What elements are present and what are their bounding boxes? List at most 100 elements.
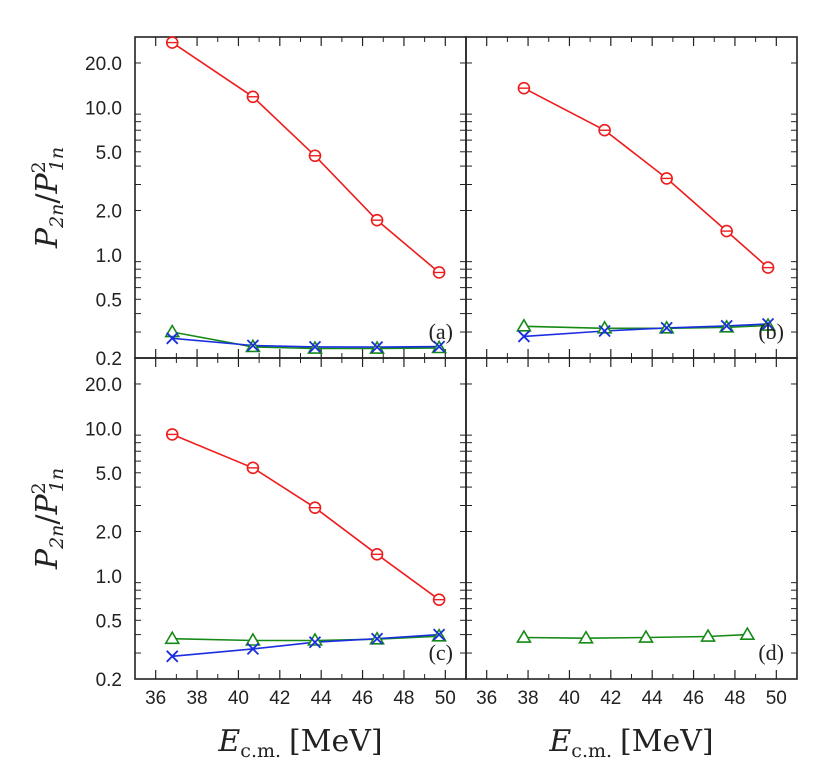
data-point-cross (246, 339, 260, 352)
x-tick-label: 38 (186, 688, 207, 709)
data-series (164, 36, 776, 663)
cross-stroke (761, 317, 775, 331)
x-tick-label: 44 (642, 688, 664, 709)
y-axis-denominator-superscript: 2 (28, 161, 50, 173)
data-point-cross (246, 642, 260, 656)
y-tick-label: 0.5 (96, 611, 122, 632)
y-axis-denominator-subscript: 1n (46, 147, 68, 171)
data-point-triangle (516, 629, 532, 643)
x-tick-label: 48 (724, 688, 745, 709)
data-point-cross (761, 317, 775, 331)
y-tick-label: 2.0 (96, 201, 122, 222)
data-point-circle (246, 90, 260, 104)
y-axis-denominator: P (30, 172, 65, 194)
y-tick-label: 1.0 (96, 246, 122, 267)
x-tick-label: 36 (145, 688, 166, 709)
x-tick-label: 46 (683, 688, 704, 709)
x-tick-label: 40 (559, 688, 580, 709)
data-point-cross (166, 650, 179, 663)
cross-stroke (246, 339, 260, 352)
cross-stroke (432, 340, 446, 353)
data-point-circle (308, 501, 322, 514)
cross-stroke (517, 330, 531, 343)
panel-frame (134, 36, 467, 359)
x-axis-subscript: c.m. (571, 740, 612, 762)
y-axis-numerator: P (30, 548, 65, 570)
data-point-circle (308, 149, 322, 163)
data-point-circle (370, 548, 384, 561)
data-point-cross (432, 628, 446, 641)
x-axis-subscript: c.m. (240, 740, 281, 762)
data-point-circle (761, 261, 775, 274)
y-axis-numerator-subscript: 2n (46, 525, 68, 550)
y-tick-label: 10.0 (85, 98, 122, 119)
y-tick-label: 20.0 (85, 54, 122, 75)
cross-stroke (432, 628, 446, 641)
x-tick-label: 42 (600, 688, 621, 709)
cross-stroke (308, 340, 322, 353)
y-axis-title: P2n/P21n (28, 468, 68, 570)
x-axis-symbol: E (548, 724, 571, 759)
data-point-cross (308, 340, 322, 353)
x-axis-unit: [MeV] (620, 724, 714, 759)
y-axis-denominator-subscript: 1n (46, 468, 68, 492)
x-tick-label: 42 (269, 688, 290, 709)
y-axis-denominator-superscript: 2 (28, 482, 50, 494)
data-point-cross (308, 636, 322, 649)
series-line-blue (172, 633, 440, 658)
y-tick-label: 2.0 (96, 522, 122, 543)
data-point-triangle (245, 632, 261, 646)
y-tick-label: 0.2 (96, 670, 122, 691)
cross-stroke (598, 324, 611, 338)
x-tick-label: 38 (517, 688, 538, 709)
data-point-cross (370, 340, 384, 354)
series-line-red (171, 41, 440, 274)
y-tick-label: 0.2 (96, 349, 122, 370)
cross-stroke (166, 332, 179, 345)
y-axis-numerator: P (30, 227, 65, 249)
y-tick-label: 20.0 (85, 375, 122, 396)
y-axis-numerator-subscript: 2n (46, 204, 68, 229)
y-axis-denominator: P (30, 493, 65, 515)
cross-stroke (370, 340, 384, 354)
x-axis-unit: [MeV] (289, 724, 383, 759)
cross-stroke (308, 636, 322, 649)
data-point-circle (432, 593, 446, 606)
panel-label: (a) (429, 319, 453, 344)
y-tick-label: 1.0 (96, 567, 122, 588)
data-point-cross (370, 632, 384, 645)
data-point-triangle (516, 318, 532, 332)
data-point-cross (166, 332, 179, 345)
data-point-circle (246, 461, 260, 475)
data-point-triangle (578, 630, 594, 644)
x-tick-label: 48 (393, 688, 414, 709)
data-point-triangle (700, 628, 716, 642)
data-point-triangle (164, 630, 181, 645)
x-axis-title: Ec.m. [MeV] (548, 724, 713, 762)
data-point-cross (517, 330, 531, 343)
x-tick-label: 44 (311, 688, 333, 709)
panel-label: (b) (758, 319, 784, 344)
x-axis-symbol: E (217, 724, 240, 759)
x-tick-label: 36 (476, 688, 497, 709)
data-point-cross (432, 340, 446, 353)
y-axis-title: P2n/P21n (28, 147, 68, 249)
x-axis-title: Ec.m. [MeV] (217, 724, 382, 762)
panel-label: (c) (429, 640, 453, 665)
x-tick-label: 50 (766, 688, 787, 709)
series-line-red (523, 87, 769, 269)
tick-labels: (a) (b) (c) (d) 0.2 0.5 1.0 2.0 5.0 10.0 20.0 0.2 0.… (85, 54, 787, 709)
axis-titles: Ec.m. [MeV] Ec.m. [MeV] P2n/P21n P2n/P21n (28, 147, 714, 762)
data-point-cross (720, 319, 733, 333)
cross-stroke (166, 650, 179, 663)
series-line-red (171, 433, 440, 601)
cross-stroke (370, 632, 384, 645)
data-point-triangle (739, 626, 756, 640)
data-point-circle (598, 123, 611, 137)
data-point-circle (517, 81, 531, 95)
data-point-circle (165, 428, 179, 441)
y-tick-label: 5.0 (96, 464, 122, 485)
data-point-circle (660, 172, 673, 185)
y-tick-label: 0.5 (96, 290, 122, 311)
